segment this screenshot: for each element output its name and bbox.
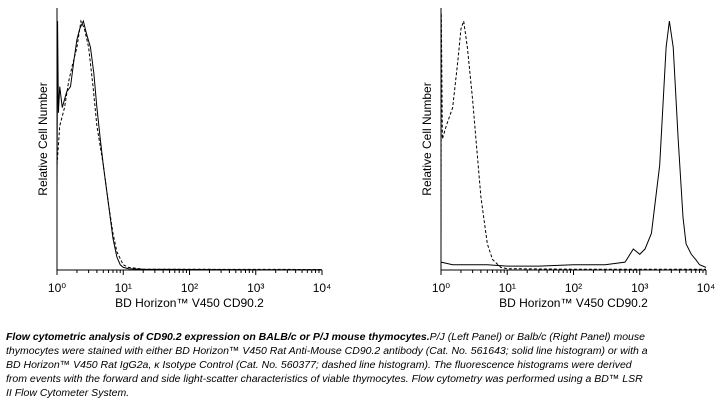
x-tick-label: 10³: [631, 281, 648, 295]
x-axis-label: BD Horizon™ V450 CD90.2: [499, 296, 648, 310]
figure: 10⁰ 10¹ 10² 10³ 10⁴ BD Horizon™ V450 CD90.2 Re…: [36, 8, 716, 310]
x-tick-label: 10²: [181, 281, 198, 295]
y-axis-label: Relative Cell Number: [36, 82, 50, 195]
y-axis-label: Relative Cell Number: [420, 82, 434, 195]
x-tick-label: 10¹: [499, 281, 516, 295]
caption-title: Flow cytometric analysis of CD90.2 expre…: [6, 331, 430, 343]
histogram-line: [440, 21, 707, 268]
histogram-line: [56, 19, 323, 270]
histogram-line: [56, 19, 322, 271]
x-tick-label: 10⁴: [697, 281, 716, 295]
caption-text: P/J (Left Panel) or Balb/c (Right Panel)…: [6, 331, 648, 399]
caption: Flow cytometric analysis of CD90.2 expre…: [6, 330, 651, 400]
x-tick-label: 10⁰: [48, 281, 66, 295]
x-tick-label: 10⁴: [313, 281, 332, 295]
x-tick-label: 10⁰: [432, 281, 450, 295]
x-tick-label: 10²: [565, 281, 582, 295]
x-axis-label: BD Horizon™ V450 CD90.2: [115, 296, 264, 310]
histogram-line: [440, 13, 706, 270]
x-tick-label: 10³: [247, 281, 264, 295]
x-tick-label: 10¹: [115, 281, 132, 295]
